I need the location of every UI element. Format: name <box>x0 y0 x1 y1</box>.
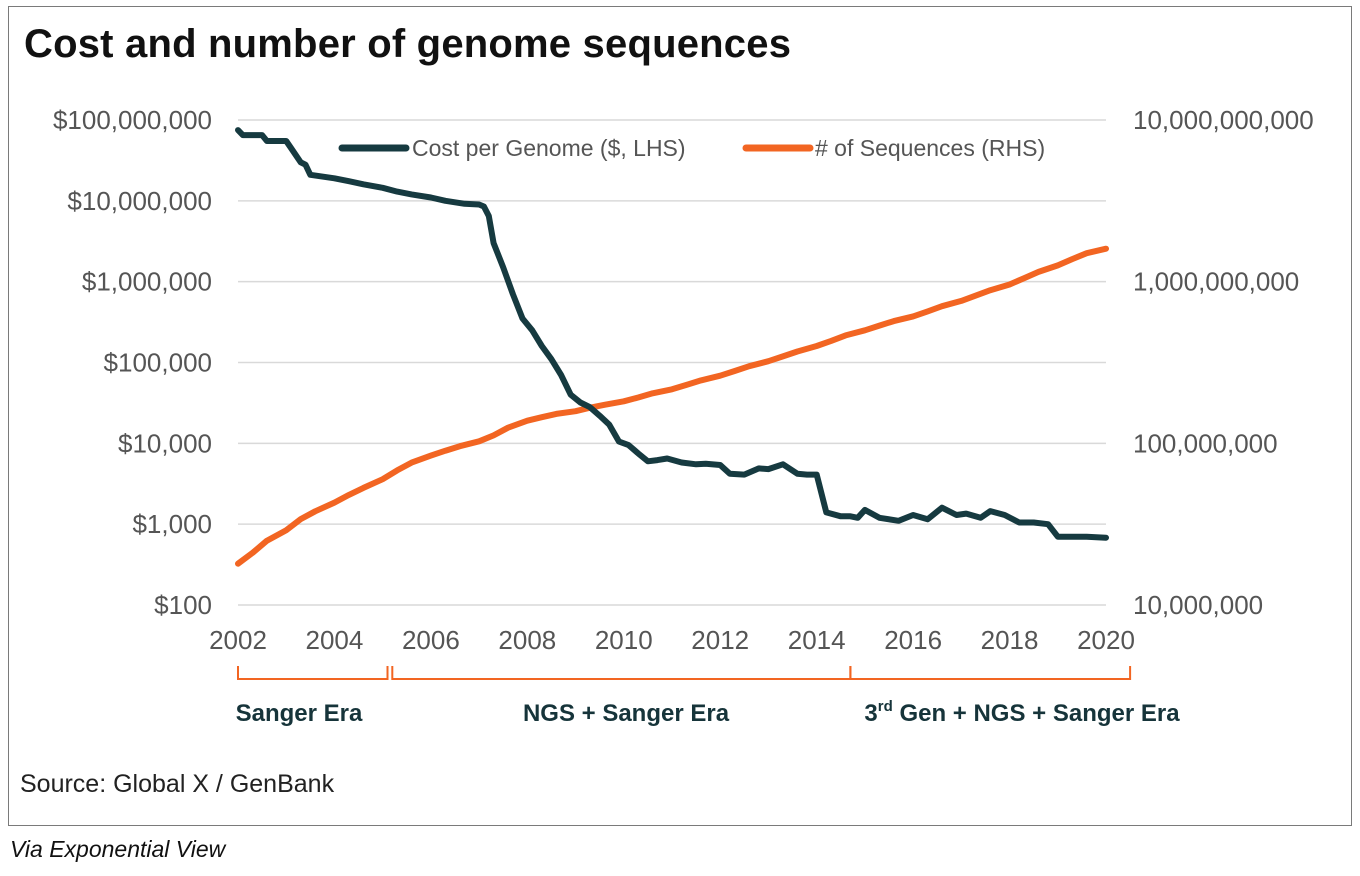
era-label-ngs: NGS + Sanger Era <box>523 700 730 727</box>
series-line-sequences <box>235 245 1109 567</box>
x-tick-label: 2008 <box>498 625 556 655</box>
grid-lines <box>238 119 1106 606</box>
x-tick-label: 2002 <box>209 625 267 655</box>
era-label-third-gen: 3rd Gen + NGS + Sanger Era <box>864 698 1180 727</box>
legend-label-cost: Cost per Genome ($, LHS) <box>412 135 686 161</box>
legend-label-sequences: # of Sequences (RHS) <box>815 135 1045 161</box>
right-tick-label: 1,000,000,000 <box>1133 267 1299 297</box>
left-axis: $100 $1,000 $10,000 $100,000 $1,000,000 $10,0… <box>53 105 212 620</box>
era-bracket-sanger <box>237 666 389 680</box>
legend: Cost per Genome ($, LHS) # of Sequences … <box>338 135 1045 161</box>
left-tick-label: $1,000 <box>132 509 212 539</box>
era-bracket-ngs <box>391 666 852 680</box>
left-tick-label: $1,000,000 <box>82 267 212 297</box>
series-lines <box>235 127 1109 567</box>
right-tick-label: 100,000,000 <box>1133 428 1278 458</box>
right-tick-label: 10,000,000 <box>1133 590 1263 620</box>
chart-frame <box>8 6 1352 826</box>
x-tick-label: 2020 <box>1077 625 1135 655</box>
right-tick-label: 10,000,000,000 <box>1133 105 1314 135</box>
x-tick-label: 2004 <box>306 625 364 655</box>
era-label-sanger: Sanger Era <box>236 700 363 727</box>
via-credit: Via Exponential View <box>10 836 226 862</box>
x-tick-label: 2018 <box>981 625 1039 655</box>
era-brackets: Sanger Era 3rd Gen + NGS + Sanger Era NG… <box>236 666 1180 727</box>
right-axis: 10,000,000 100,000,000 1,000,000,000 10,000… <box>1133 105 1314 620</box>
x-tick-label: 2012 <box>691 625 749 655</box>
era-label-third-gen-rest: Gen + NGS + Sanger Era <box>893 700 1180 727</box>
left-tick-label: $10,000,000 <box>67 186 212 216</box>
left-tick-label: $100,000,000 <box>53 105 212 135</box>
x-tick-label: 2006 <box>402 625 460 655</box>
left-tick-label: $100 <box>154 590 212 620</box>
left-tick-label: $100,000 <box>104 348 212 378</box>
left-tick-label: $10,000 <box>118 428 212 458</box>
x-tick-label: 2016 <box>884 625 942 655</box>
x-tick-label: 2010 <box>595 625 653 655</box>
x-axis: 2002 2004 2006 2008 2010 2012 2014 2016 2018 2020 <box>209 625 1135 655</box>
era-label-third-gen-sup: rd <box>878 698 893 715</box>
x-tick-label: 2014 <box>788 625 846 655</box>
source-note: Source: Global X / GenBank <box>20 770 335 798</box>
era-label-third-gen-num: 3 <box>864 700 877 727</box>
chart-title: Cost and number of genome sequences <box>24 22 792 66</box>
era-bracket-third-gen <box>849 666 1132 680</box>
series-line-cost <box>235 127 1109 541</box>
